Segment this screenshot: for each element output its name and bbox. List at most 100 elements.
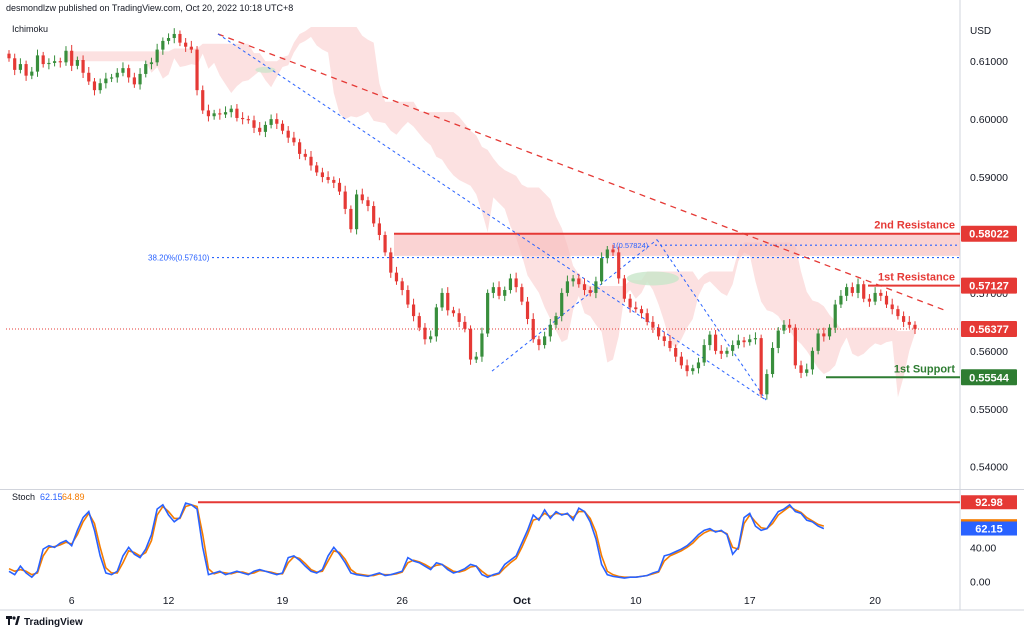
candle-body bbox=[577, 278, 581, 285]
candle-body bbox=[423, 327, 427, 340]
candle bbox=[246, 115, 250, 124]
candle bbox=[634, 301, 638, 313]
time-tick-label: 17 bbox=[744, 595, 756, 607]
candle bbox=[742, 336, 746, 348]
candle-body bbox=[554, 316, 558, 325]
candle bbox=[349, 205, 353, 233]
candle-body bbox=[588, 290, 592, 293]
candle bbox=[765, 369, 769, 400]
candle-body bbox=[622, 278, 626, 299]
candle bbox=[605, 245, 609, 264]
candle bbox=[98, 78, 102, 94]
candle-body bbox=[594, 281, 598, 293]
candle bbox=[109, 73, 114, 83]
candle-body bbox=[127, 68, 131, 78]
candle-body bbox=[571, 278, 575, 282]
stoch-tick-label: 0.00 bbox=[970, 576, 991, 588]
candle bbox=[377, 217, 381, 241]
candle-body bbox=[24, 64, 28, 76]
candle-body bbox=[292, 137, 296, 143]
candle-body bbox=[229, 108, 233, 113]
candle-body bbox=[47, 62, 51, 65]
candle-body bbox=[155, 49, 159, 63]
candle bbox=[822, 327, 826, 342]
stoch-upper-tag bbox=[961, 495, 1017, 510]
candle bbox=[223, 106, 228, 118]
candle-body bbox=[104, 78, 108, 84]
candle-body bbox=[668, 341, 672, 348]
fib-diagonal-3 bbox=[656, 239, 767, 401]
candle-body bbox=[115, 72, 119, 78]
tradingview-logo[interactable]: TradingView bbox=[6, 616, 83, 628]
publisher-header: desmondlzw published on TradingView.com,… bbox=[6, 3, 294, 13]
candle bbox=[423, 323, 427, 345]
candle-body bbox=[166, 38, 171, 41]
ichimoku-cloud-green-1 bbox=[626, 271, 679, 286]
candle-body bbox=[326, 177, 330, 180]
candle bbox=[731, 340, 735, 357]
candle-body bbox=[890, 304, 894, 310]
candle bbox=[18, 58, 22, 74]
candle bbox=[411, 298, 416, 322]
candle bbox=[748, 334, 752, 346]
candle bbox=[252, 115, 256, 134]
candle-body bbox=[503, 290, 507, 296]
candle bbox=[525, 296, 530, 325]
candle bbox=[776, 327, 780, 354]
candle bbox=[594, 276, 598, 299]
candle-body bbox=[508, 278, 513, 291]
candle bbox=[611, 244, 615, 256]
candle bbox=[360, 188, 364, 204]
candle-body bbox=[839, 295, 843, 305]
fib-retracement-label: 38.20%(0.57610) bbox=[148, 254, 210, 263]
candle-body bbox=[189, 46, 193, 50]
candle-body bbox=[543, 336, 547, 346]
candle-body bbox=[252, 120, 256, 128]
candle bbox=[172, 28, 176, 44]
first-support-label: 1st Support bbox=[894, 363, 955, 375]
candle bbox=[115, 68, 119, 83]
candle-body bbox=[30, 71, 34, 76]
candle bbox=[241, 112, 245, 125]
candle bbox=[508, 273, 513, 294]
candle bbox=[292, 131, 296, 146]
fib-diagonal-2 bbox=[491, 239, 658, 372]
candle-body bbox=[731, 345, 735, 351]
candle bbox=[303, 149, 307, 161]
candle bbox=[907, 316, 911, 329]
candle-body bbox=[719, 350, 723, 354]
candle-body bbox=[696, 362, 701, 369]
candle-body bbox=[907, 321, 911, 325]
candle bbox=[440, 288, 444, 311]
candle bbox=[47, 58, 51, 70]
candle-body bbox=[497, 287, 501, 296]
candle bbox=[30, 66, 34, 80]
candle-body bbox=[827, 327, 832, 337]
candle bbox=[679, 352, 683, 369]
candle-body bbox=[600, 258, 604, 282]
candle bbox=[622, 274, 626, 303]
candle-body bbox=[212, 113, 216, 117]
candle-body bbox=[514, 278, 518, 288]
candle-body bbox=[656, 327, 661, 337]
candle-body bbox=[258, 127, 262, 132]
candle bbox=[617, 246, 621, 284]
candle-body bbox=[776, 330, 780, 348]
candle-body bbox=[394, 272, 399, 282]
candle-body bbox=[132, 77, 136, 85]
stoch-label: Stoch bbox=[12, 492, 35, 502]
candle bbox=[662, 331, 666, 347]
candle bbox=[155, 43, 159, 66]
candle-body bbox=[617, 252, 621, 279]
candle-body bbox=[406, 290, 410, 305]
candle-body bbox=[451, 310, 456, 314]
candle bbox=[486, 289, 490, 337]
candle-body bbox=[223, 112, 228, 115]
candle-body bbox=[679, 356, 683, 366]
candle-body bbox=[611, 249, 615, 253]
candle-body bbox=[280, 123, 285, 131]
candle bbox=[497, 281, 501, 300]
candle bbox=[696, 357, 701, 374]
time-tick-label: 12 bbox=[163, 595, 175, 607]
